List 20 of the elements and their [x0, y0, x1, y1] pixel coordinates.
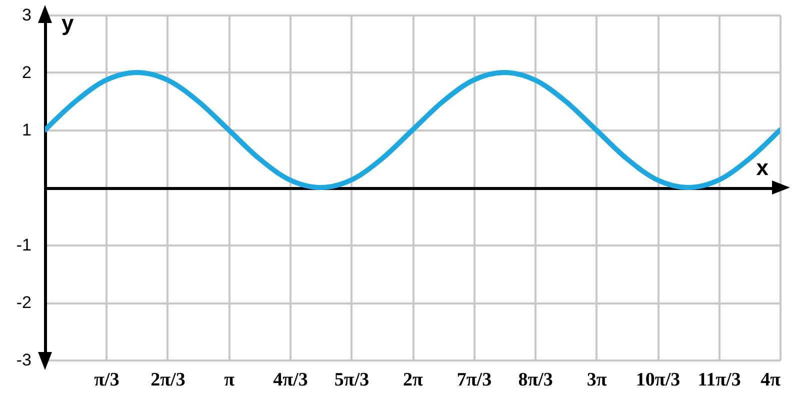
x-tick-label: 11π/3: [698, 370, 741, 390]
x-tick-label: 3π: [586, 370, 608, 390]
x-tick-label: 5π/3: [334, 370, 370, 390]
x-axis-title: x: [756, 155, 770, 180]
x-tick-label: 8π/3: [518, 370, 553, 390]
x-tick-label: 4π/3: [273, 370, 308, 390]
y-tick-label: -1: [16, 236, 32, 254]
y-tick-label: 2: [22, 63, 32, 82]
x-tick-label: 10π/3: [636, 370, 680, 390]
y-tick-label: 1: [22, 120, 32, 140]
y-tick-label: 3: [22, 6, 32, 24]
x-tick-label: π: [224, 370, 236, 390]
x-tick-label: 2π: [403, 370, 424, 390]
x-tick-label: 4π: [760, 370, 782, 390]
y-tick-label: -3: [16, 350, 32, 370]
x-tick-label: 7π/3: [456, 370, 492, 390]
x-tick-label: π/3: [94, 370, 120, 390]
x-tick-label: 2π/3: [150, 370, 186, 390]
y-tick-label: -2: [16, 293, 32, 312]
y-axis-title: y: [62, 10, 74, 36]
